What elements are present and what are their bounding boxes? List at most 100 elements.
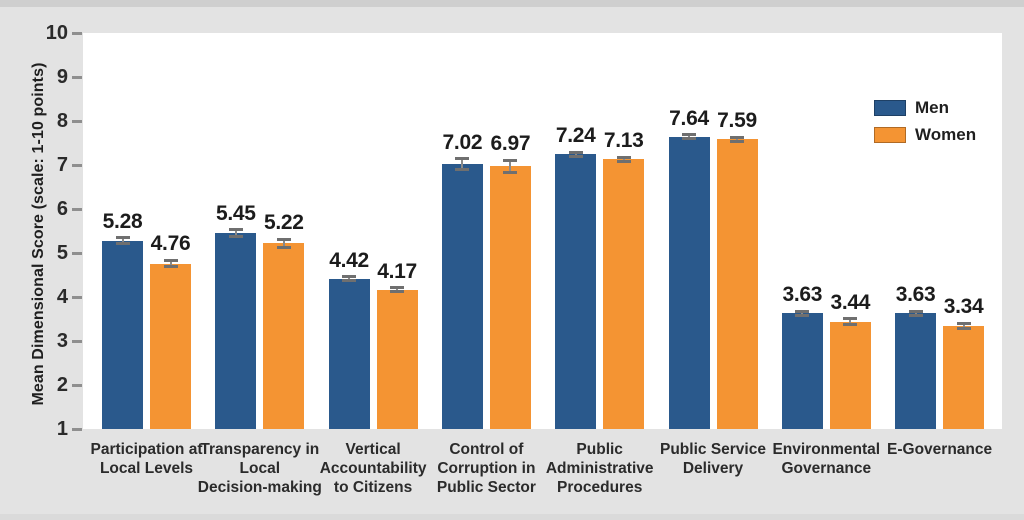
error-bar-cap bbox=[795, 313, 810, 317]
category-label-line: Control of bbox=[449, 441, 524, 458]
legend-item-men: Men bbox=[874, 97, 976, 118]
category-label-3: Control of Corruption in Public Sector bbox=[421, 440, 551, 497]
error-bar-stem bbox=[121, 237, 124, 244]
y-tick-label: 5 bbox=[56, 242, 68, 264]
error-bar-cap bbox=[616, 159, 631, 163]
y-tick-mark bbox=[72, 339, 82, 343]
bar-value-label: 4.76 bbox=[150, 232, 191, 256]
error-bar-stem bbox=[962, 323, 965, 329]
error-bar-stem bbox=[688, 134, 690, 139]
category-label-line: Vertical bbox=[345, 441, 401, 458]
bar-value-label: 6.97 bbox=[490, 132, 531, 156]
error-bar-cap bbox=[682, 137, 696, 141]
category-label-line: Local Levels bbox=[99, 460, 194, 477]
women-legend-label: Women bbox=[915, 124, 977, 144]
bar-men-0 bbox=[102, 240, 143, 429]
bar-men-7 bbox=[895, 313, 937, 429]
bar-value-label: 5.45 bbox=[215, 201, 256, 225]
y-tick-mark bbox=[72, 295, 82, 299]
y-tick-label: 7 bbox=[56, 154, 68, 176]
legend: Men Women bbox=[874, 97, 976, 151]
bar-women-7 bbox=[943, 326, 985, 429]
error-bar-stem bbox=[461, 158, 464, 170]
bar-men-4 bbox=[555, 154, 597, 429]
category-label-2: Vertical Accountability to Citizens bbox=[308, 440, 438, 497]
error-bar-cap bbox=[908, 313, 923, 317]
error-bar-cap bbox=[730, 139, 744, 143]
error-bar-cap bbox=[956, 321, 971, 325]
men-legend-swatch bbox=[874, 99, 906, 116]
bar-women-5 bbox=[716, 139, 758, 429]
error-bar-stem bbox=[914, 311, 917, 316]
error-bar-cap bbox=[568, 154, 583, 158]
error-bar-stem bbox=[736, 137, 738, 142]
category-label-line: Corruption in bbox=[437, 460, 536, 477]
y-tick-label: 9 bbox=[56, 66, 68, 88]
women-legend-swatch bbox=[874, 126, 906, 143]
bar-value-label: 7.24 bbox=[555, 124, 596, 148]
category-label-line: Local bbox=[239, 460, 281, 477]
error-bar-cap bbox=[503, 158, 518, 162]
bar-women-1 bbox=[263, 243, 305, 429]
category-label-line: Participation at bbox=[90, 441, 203, 458]
error-bar-cap bbox=[163, 258, 178, 262]
bar-value-label: 7.13 bbox=[603, 129, 644, 153]
error-bar-stem bbox=[622, 157, 625, 162]
bar-men-2 bbox=[328, 278, 370, 429]
category-label-line: Procedures bbox=[557, 479, 643, 496]
bar-men-6 bbox=[781, 313, 823, 429]
figure-bottom-border bbox=[0, 514, 1024, 520]
category-label-line: Environmental bbox=[772, 441, 881, 458]
y-tick-label: 3 bbox=[56, 330, 68, 352]
y-tick-mark bbox=[72, 251, 82, 255]
y-tick-label: 4 bbox=[56, 286, 68, 308]
y-tick-label: 8 bbox=[56, 110, 68, 132]
y-tick-label: 10 bbox=[45, 22, 68, 44]
category-label-5: Public Service Delivery bbox=[648, 440, 778, 478]
category-label-line: Decision-making bbox=[197, 479, 322, 496]
bar-value-label: 3.63 bbox=[782, 283, 823, 307]
category-label-4: Public Administrative Procedures bbox=[535, 440, 665, 497]
bar-men-1 bbox=[215, 233, 257, 429]
category-label-7: E-Governance bbox=[875, 440, 1005, 459]
bar-women-2 bbox=[376, 289, 418, 429]
error-bar-cap bbox=[115, 236, 130, 240]
error-bar-stem bbox=[169, 260, 172, 267]
bar-women-0 bbox=[150, 263, 191, 429]
category-label-line: to Citizens bbox=[333, 479, 413, 496]
bar-value-label: 3.34 bbox=[943, 295, 984, 319]
bar-value-label: 3.63 bbox=[895, 283, 936, 307]
y-tick-mark bbox=[72, 163, 82, 167]
figure-top-border bbox=[0, 0, 1024, 7]
error-bar-cap bbox=[276, 245, 291, 249]
y-tick-mark bbox=[72, 207, 82, 211]
category-label-1: Transparency in Local Decision-making bbox=[195, 440, 325, 497]
error-bar-cap bbox=[730, 135, 744, 139]
bar-men-5 bbox=[668, 136, 710, 429]
bar-women-3 bbox=[489, 166, 531, 429]
bar-value-label: 5.22 bbox=[263, 211, 304, 235]
error-bar-cap bbox=[228, 235, 243, 239]
bar-women-6 bbox=[829, 321, 871, 429]
error-bar-stem bbox=[396, 287, 399, 292]
bar-value-label: 7.59 bbox=[717, 109, 757, 133]
error-bar-cap bbox=[342, 275, 357, 279]
y-tick-mark bbox=[72, 75, 82, 79]
category-label-line: Public bbox=[576, 441, 623, 458]
y-tick-mark bbox=[72, 31, 82, 35]
error-bar-cap bbox=[115, 242, 130, 246]
category-label-0: Participation at Local Levels bbox=[82, 440, 212, 478]
bar-men-3 bbox=[441, 164, 483, 429]
y-tick-label: 1 bbox=[56, 418, 68, 440]
error-bar-stem bbox=[234, 229, 237, 237]
category-label-line: Administrative bbox=[545, 460, 654, 477]
category-label-line: E-Governance bbox=[887, 441, 993, 458]
error-bar-stem bbox=[801, 311, 804, 316]
category-label-line: Transparency in bbox=[200, 441, 320, 458]
y-tick-mark bbox=[72, 119, 82, 123]
bar-value-label: 7.64 bbox=[669, 106, 709, 130]
bar-value-label: 3.44 bbox=[830, 290, 871, 314]
y-tick-mark bbox=[72, 383, 82, 387]
y-tick-mark bbox=[72, 427, 82, 431]
error-bar-cap bbox=[503, 170, 518, 174]
